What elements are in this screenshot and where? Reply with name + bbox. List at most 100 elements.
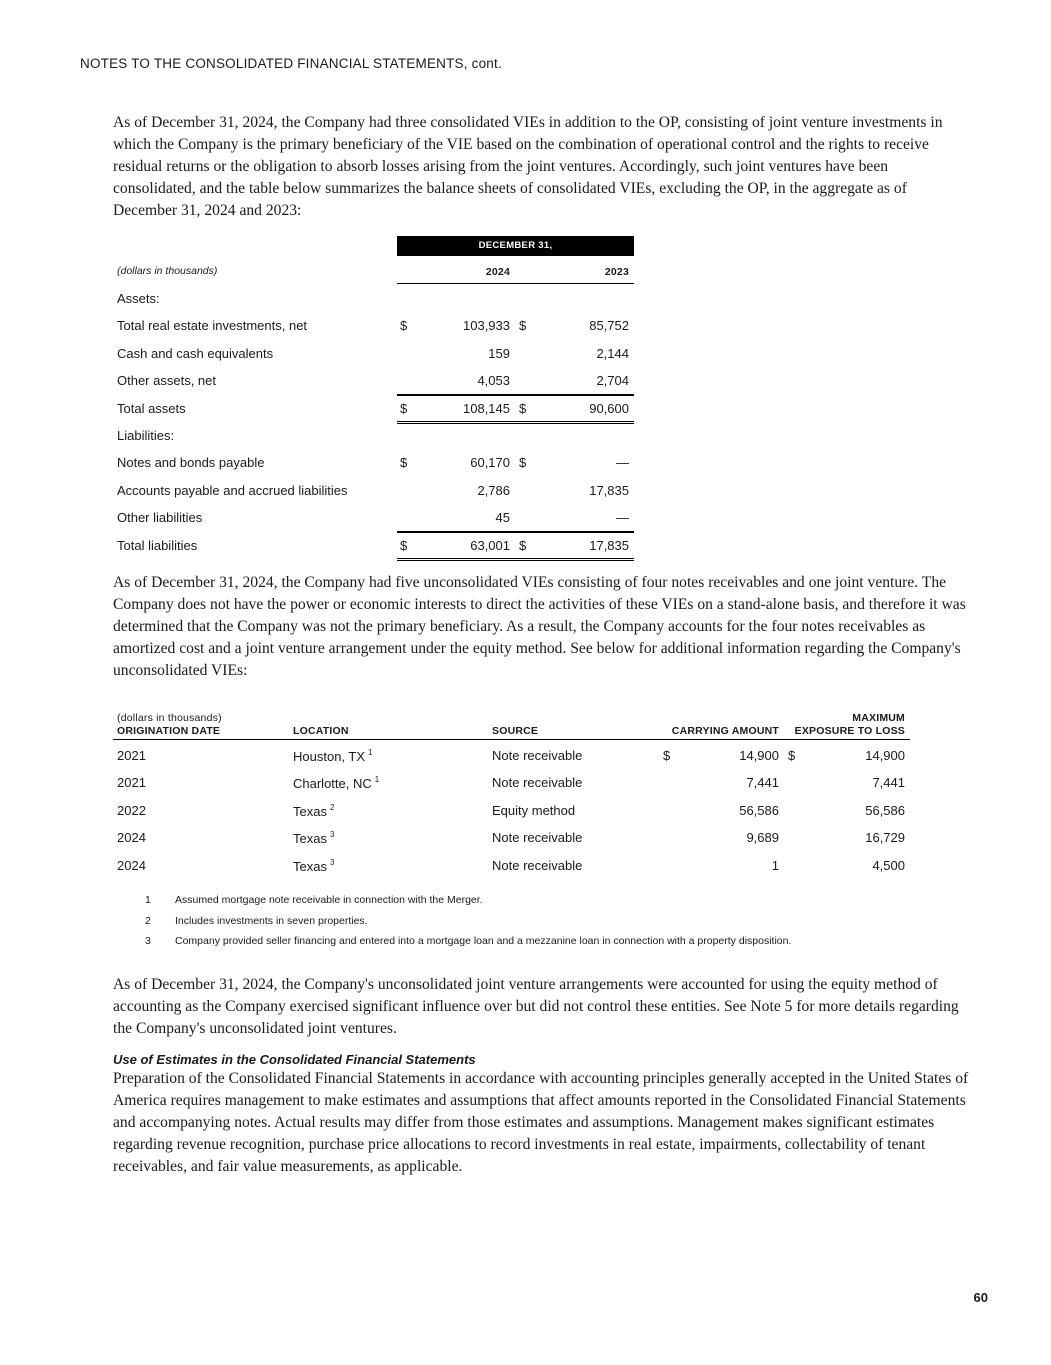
currency-2023: $ (519, 318, 527, 334)
carrying-amount: 1 (771, 857, 779, 873)
value-2023: — (616, 510, 629, 526)
col-header-carrying: CARRYING AMOUNT (671, 725, 779, 737)
value-2024: 2,786 (477, 482, 510, 498)
value-2024: 108,145 (463, 400, 510, 416)
value-2024: 4,053 (477, 373, 510, 389)
subtotal-rule (397, 394, 634, 396)
source: Note receivable (492, 830, 583, 846)
december-31-header: DECEMBER 31, (397, 236, 634, 256)
row-label: Accounts payable and accrued liabilities (117, 482, 348, 498)
header-rule (397, 283, 634, 285)
footnote-text: Company provided seller financing and en… (175, 935, 792, 947)
location-text: Texas (293, 858, 327, 874)
footnote-number: 3 (145, 935, 151, 947)
currency-max: $ (788, 748, 796, 763)
location: Texas 3 (293, 858, 334, 874)
header-rule (113, 739, 910, 741)
currency-2024: $ (400, 318, 408, 334)
value-2023: 17,835 (589, 537, 629, 553)
row-label: Other liabilities (117, 510, 203, 526)
value-2023: 2,144 (596, 345, 629, 361)
location-text: Charlotte, NC (293, 776, 372, 792)
subtotal-rule (397, 531, 634, 533)
location-text: Houston, TX (293, 749, 366, 764)
total-double-rule (397, 420, 634, 424)
currency-2023: $ (519, 400, 527, 416)
value-2024: 103,933 (463, 318, 510, 334)
value-2023: 90,600 (589, 400, 629, 416)
col-header-2024: 2024 (485, 266, 510, 278)
source: Note receivable (492, 857, 583, 873)
location: Houston, TX 1 (293, 748, 372, 764)
paragraph-consolidated-vies: As of December 31, 2024, the Company had… (113, 114, 943, 219)
footnote-number: 1 (145, 894, 151, 906)
footnote-number: 2 (145, 914, 151, 927)
value-2023: 85,752 (589, 318, 629, 334)
value-2024: 159 (488, 345, 510, 361)
source: Equity method (492, 802, 576, 818)
source: Note receivable (492, 748, 583, 763)
location: Texas 2 (293, 803, 334, 819)
carrying-amount: 9,689 (746, 830, 779, 846)
location-text: Texas (293, 803, 327, 819)
maximum-exposure: 4,500 (872, 857, 905, 873)
row-label: Total liabilities (117, 537, 198, 553)
origination-date: 2021 (117, 775, 146, 791)
row-label: Liabilities: (117, 428, 175, 443)
section-heading-estimates: Use of Estimates in the Consolidated Fin… (113, 1052, 476, 1067)
row-label: Cash and cash equivalents (117, 345, 274, 361)
currency-2024: $ (400, 455, 408, 471)
currency-2023: $ (519, 455, 527, 471)
units-label: (dollars in thousands) (117, 265, 218, 277)
maximum-exposure: 7,441 (872, 775, 905, 791)
footnote-marker: 1 (368, 748, 373, 757)
maximum-exposure: 16,729 (865, 830, 905, 846)
col-header-location: LOCATION (293, 725, 349, 737)
origination-date: 2021 (117, 748, 146, 763)
currency-2023: $ (519, 537, 527, 553)
location: Charlotte, NC 1 (293, 775, 379, 791)
footnote-text: Assumed mortgage note receivable in conn… (175, 894, 483, 906)
value-2023: 17,835 (589, 482, 629, 498)
carrying-amount: 56,586 (739, 802, 779, 818)
paragraph-joint-ventures: As of December 31, 2024, the Company's u… (113, 976, 959, 1037)
currency-carrying: $ (663, 748, 671, 763)
carrying-amount: 7,441 (746, 775, 779, 791)
currency-2024: $ (400, 400, 408, 416)
location-text: Texas (293, 831, 327, 847)
currency-2024: $ (400, 537, 408, 553)
col-header-source: SOURCE (492, 725, 539, 737)
maximum-exposure: 14,900 (865, 748, 905, 763)
footnote-text: Includes investments in seven properties… (175, 914, 368, 927)
row-label: Total real estate investments, net (117, 318, 308, 334)
value-2023: 2,704 (596, 373, 629, 389)
page-header: NOTES TO THE CONSOLIDATED FINANCIAL STAT… (80, 56, 502, 71)
origination-date: 2022 (117, 802, 146, 818)
total-double-rule (397, 557, 634, 561)
col-header-2023: 2023 (604, 266, 629, 278)
row-label: Notes and bonds payable (117, 455, 265, 471)
location: Texas 3 (293, 830, 334, 846)
origination-date: 2024 (117, 830, 146, 846)
source: Note receivable (492, 775, 583, 791)
footnote-marker: 3 (329, 830, 335, 840)
col-header-date: ORIGINATION DATE (117, 725, 221, 737)
row-label: Total assets (117, 400, 186, 416)
paragraph-unconsolidated-vies: As of December 31, 2024, the Company had… (113, 574, 966, 679)
maximum-exposure: 56,586 (865, 802, 905, 818)
footnote-marker: 3 (329, 857, 335, 867)
paragraph-estimates: Preparation of the Consolidated Financia… (113, 1070, 969, 1175)
row-label: Other assets, net (117, 373, 216, 389)
footnote-marker: 1 (374, 775, 380, 785)
value-2024: 63,001 (470, 537, 510, 553)
value-2024: 60,170 (470, 455, 510, 471)
carrying-amount: 14,900 (739, 748, 779, 763)
row-label: Assets: (117, 291, 160, 306)
page-number: 60 (973, 1290, 988, 1305)
value-2024: 45 (495, 510, 510, 526)
value-2023: — (616, 455, 629, 471)
footnote-marker: 2 (329, 802, 335, 812)
units-label: (dollars in thousands) (117, 712, 222, 724)
col-header-max-1: MAXIMUM (852, 712, 905, 724)
col-header-max-2: EXPOSURE TO LOSS (794, 725, 905, 737)
